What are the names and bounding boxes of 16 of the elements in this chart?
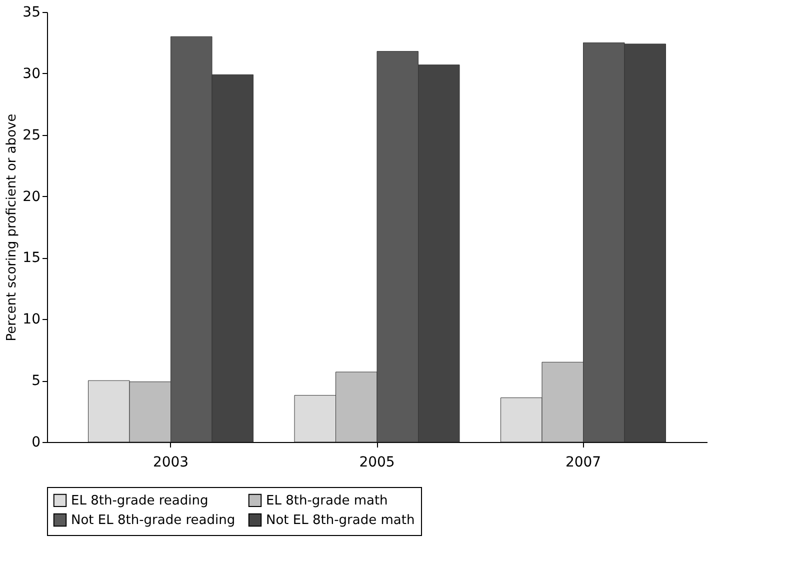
- y-tick-label: 20: [22, 188, 40, 205]
- x-tick-label: 2005: [359, 454, 395, 470]
- y-tick-label: 0: [32, 434, 40, 450]
- legend-label: Not EL 8th-grade math: [266, 513, 415, 528]
- x-tick-label: 2003: [152, 454, 189, 470]
- y-tick-label: 10: [22, 312, 40, 328]
- y-tick-label: 30: [22, 66, 40, 82]
- y-tick-label: 25: [22, 127, 40, 144]
- y-tick-label: 5: [32, 373, 40, 390]
- legend-label: EL 8th-grade reading: [71, 493, 208, 508]
- y-tick-label: 35: [22, 4, 40, 20]
- legend-label: EL 8th-grade math: [266, 493, 388, 508]
- legend-label: Not EL 8th-grade reading: [71, 513, 236, 528]
- x-tick-label: 2007: [565, 454, 602, 470]
- y-axis-title: Percent scoring proficient or above: [4, 114, 20, 342]
- y-tick-label: 15: [22, 250, 40, 266]
